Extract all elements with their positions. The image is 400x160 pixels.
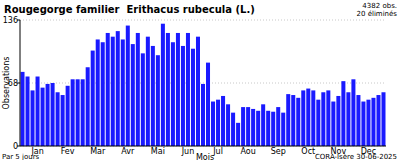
bar (276, 107, 280, 146)
tick-label: 0 (13, 142, 18, 151)
grid-line (20, 20, 386, 21)
bar (156, 55, 160, 146)
bar (221, 96, 225, 146)
bar (136, 33, 140, 146)
bar (326, 90, 330, 146)
bar (141, 53, 145, 146)
tick-label: Avr (121, 147, 135, 156)
bar (91, 51, 95, 146)
bar (236, 123, 240, 146)
bar (361, 102, 365, 146)
bar (81, 79, 85, 146)
tick-label: 136 (3, 16, 18, 25)
bar (161, 24, 165, 146)
bar (226, 104, 230, 146)
bar (216, 100, 220, 146)
bar (316, 100, 320, 146)
bar (281, 113, 285, 146)
bar (341, 81, 345, 146)
y-axis (20, 20, 21, 146)
tick-label: Sep (271, 147, 286, 156)
bar (286, 94, 290, 146)
bar (296, 98, 300, 146)
bar (86, 67, 90, 146)
x-label: Mois (196, 153, 214, 160)
bar (41, 88, 45, 146)
bar (231, 113, 235, 146)
annotation: CORA-Isère 30-06-2025 (315, 153, 397, 160)
bar (201, 84, 205, 146)
bar (266, 111, 270, 146)
bars (21, 24, 386, 146)
bar (291, 95, 295, 146)
bar (196, 37, 200, 146)
bar (21, 72, 25, 146)
bar (241, 107, 245, 146)
bar (71, 79, 75, 146)
bar (131, 44, 135, 146)
bar (331, 102, 335, 146)
bar (31, 90, 35, 146)
annotation: Par 5 jours (2, 153, 40, 160)
bar (116, 31, 120, 146)
bar (176, 33, 180, 146)
bar (181, 46, 185, 146)
tick-label: Fev (61, 147, 75, 156)
bar (346, 92, 350, 146)
bar (256, 111, 260, 146)
bar (166, 33, 170, 146)
bar (101, 42, 105, 146)
bar (381, 92, 385, 146)
bar (311, 90, 315, 146)
chart: 068136JanFevMarAvrMaiJunJulAouSepOctNovD… (0, 0, 400, 160)
bar (26, 77, 30, 146)
tick-label: Mai (151, 147, 165, 156)
tick-label: Jun (181, 147, 195, 156)
bar (321, 92, 325, 146)
tick-label: Mar (90, 147, 106, 156)
bar (106, 33, 110, 146)
bar (96, 39, 100, 146)
bar (66, 86, 70, 146)
bar (371, 98, 375, 146)
bar (261, 104, 265, 146)
bar (301, 90, 305, 146)
bar (336, 96, 340, 146)
title: Rougegorge familier Erithacus rubecula (… (4, 4, 255, 15)
bar (146, 37, 150, 146)
bar (356, 95, 360, 146)
grid-line (20, 83, 386, 84)
tick-label: Aou (240, 147, 255, 156)
bar (271, 112, 275, 146)
bar (186, 33, 190, 146)
bar (211, 102, 215, 146)
bar (111, 37, 115, 146)
bar (306, 89, 310, 146)
bar (246, 107, 250, 146)
annotation: 4382 obs. (362, 2, 397, 10)
tick-label: Oct (301, 147, 315, 156)
bar (36, 77, 40, 146)
bar (151, 46, 155, 146)
annotation: 20 éliminés (357, 10, 398, 18)
bar (76, 79, 80, 146)
bar (351, 79, 355, 146)
bar (46, 84, 50, 146)
y-label: Observations (2, 57, 11, 110)
bar (51, 83, 55, 146)
bar (126, 26, 130, 146)
bar (206, 63, 210, 146)
bar (366, 100, 370, 146)
bar (61, 95, 65, 146)
bar (251, 109, 255, 146)
bar (171, 42, 175, 146)
bar (376, 95, 380, 146)
bar (191, 49, 195, 146)
bar (121, 39, 125, 146)
bar (56, 92, 60, 146)
